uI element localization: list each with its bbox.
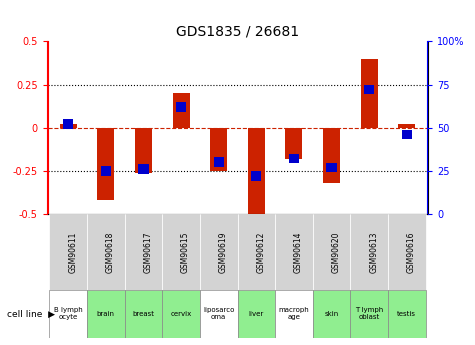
Bar xyxy=(49,290,87,338)
Text: brain: brain xyxy=(97,311,115,317)
Bar xyxy=(289,154,299,164)
Bar xyxy=(135,128,152,172)
Bar xyxy=(138,164,149,174)
Bar xyxy=(238,214,275,290)
Text: skin: skin xyxy=(324,311,339,317)
Text: GSM90618: GSM90618 xyxy=(106,231,115,273)
Bar xyxy=(364,85,374,95)
Bar xyxy=(323,128,340,183)
Text: cell line  ▶: cell line ▶ xyxy=(7,309,55,318)
Bar xyxy=(200,214,238,290)
Bar xyxy=(162,290,200,338)
Bar xyxy=(101,166,111,176)
Bar xyxy=(351,214,388,290)
Text: macroph
age: macroph age xyxy=(278,307,309,321)
Bar xyxy=(251,171,261,181)
Text: GSM90613: GSM90613 xyxy=(369,231,378,273)
Text: GSM90614: GSM90614 xyxy=(294,231,303,273)
Bar xyxy=(63,119,73,129)
Text: GSM90617: GSM90617 xyxy=(143,231,152,273)
Bar xyxy=(285,128,303,159)
Bar xyxy=(176,102,186,112)
Bar xyxy=(214,157,224,167)
Bar xyxy=(124,290,162,338)
Text: GSM90611: GSM90611 xyxy=(68,231,77,273)
Text: GSM90620: GSM90620 xyxy=(332,231,341,273)
Text: T lymph
oblast: T lymph oblast xyxy=(355,307,383,321)
Bar xyxy=(402,130,412,139)
Bar xyxy=(388,214,426,290)
Bar xyxy=(60,124,76,128)
Text: GSM90615: GSM90615 xyxy=(181,231,190,273)
Bar xyxy=(87,214,124,290)
Bar xyxy=(388,290,426,338)
Bar xyxy=(162,214,200,290)
Text: B lymph
ocyte: B lymph ocyte xyxy=(54,307,83,321)
Bar xyxy=(313,290,351,338)
Text: GSM90616: GSM90616 xyxy=(407,231,416,273)
Bar xyxy=(275,214,313,290)
Bar xyxy=(210,128,227,171)
Text: testis: testis xyxy=(397,311,416,317)
Text: liver: liver xyxy=(249,311,264,317)
Bar xyxy=(200,290,238,338)
Title: GDS1835 / 26681: GDS1835 / 26681 xyxy=(176,25,299,39)
Bar xyxy=(361,59,378,128)
Bar xyxy=(399,124,415,128)
Bar xyxy=(49,214,87,290)
Bar xyxy=(248,128,265,217)
Bar xyxy=(351,290,388,338)
Text: liposarco
oma: liposarco oma xyxy=(203,307,234,321)
Bar xyxy=(238,290,275,338)
Bar xyxy=(172,93,190,128)
Text: breast: breast xyxy=(133,311,154,317)
Bar xyxy=(97,128,114,200)
Bar xyxy=(275,290,313,338)
Text: cervix: cervix xyxy=(171,311,192,317)
Bar xyxy=(124,214,162,290)
Text: GSM90619: GSM90619 xyxy=(218,231,228,273)
Bar xyxy=(326,162,337,172)
Text: GSM90612: GSM90612 xyxy=(256,231,266,273)
Bar xyxy=(313,214,351,290)
Bar xyxy=(87,290,124,338)
